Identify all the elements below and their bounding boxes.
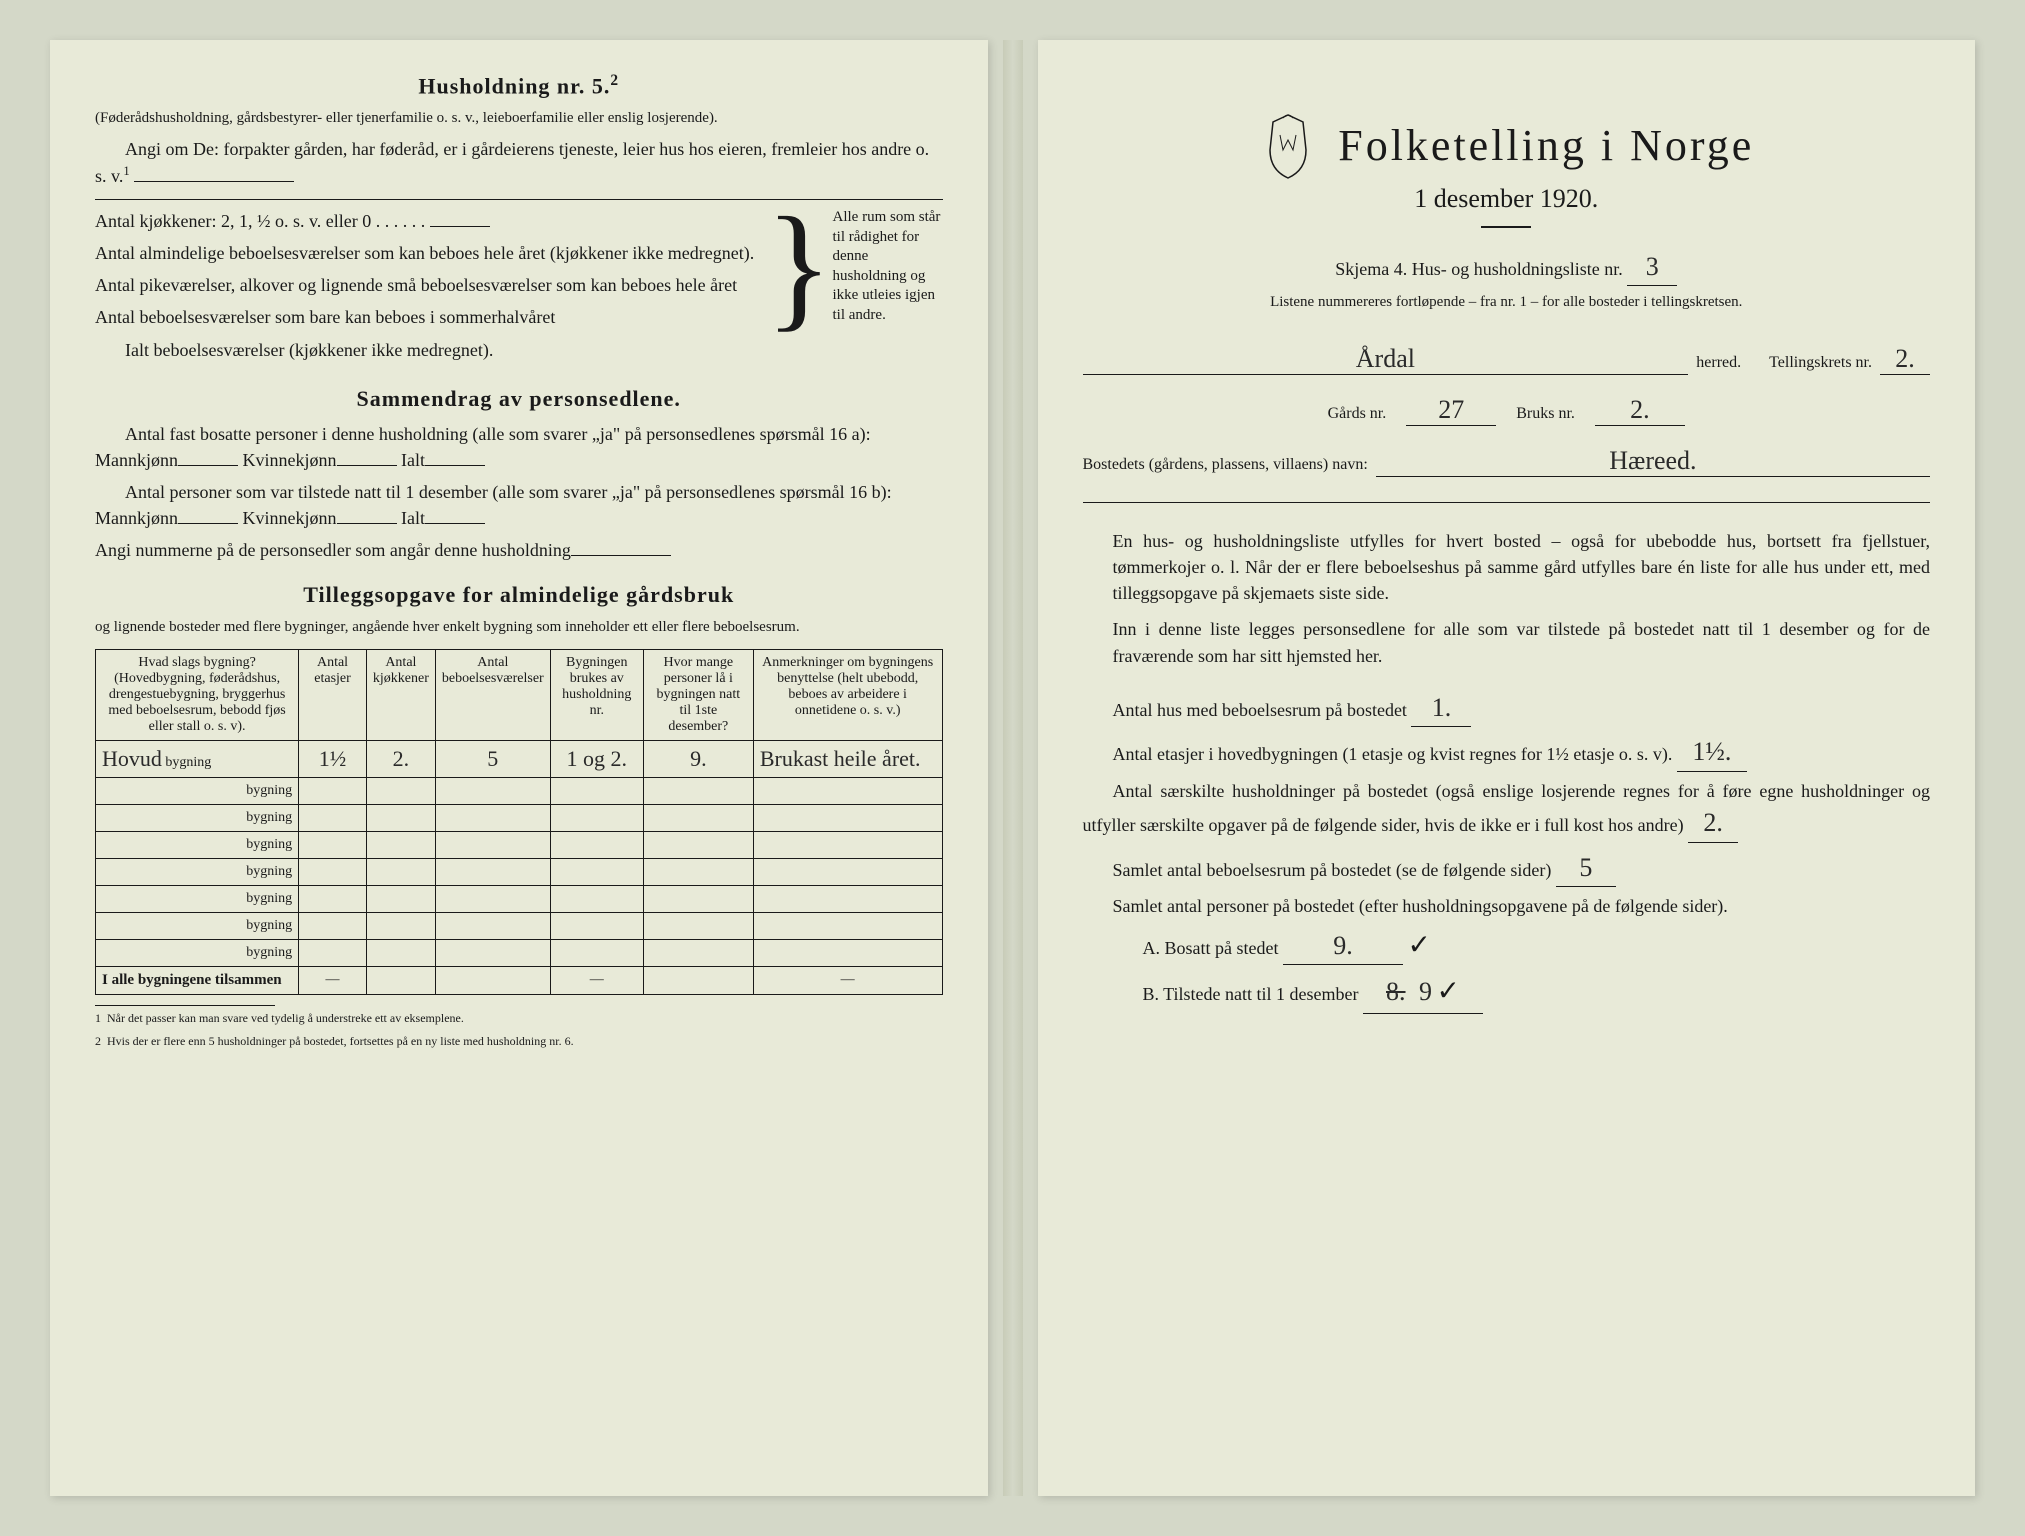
q4: Samlet antal beboelsesrum på bostedet (s… <box>1083 849 1931 888</box>
sammendrag-title: Sammendrag av personsedlene. <box>95 383 943 415</box>
qb: B. Tilstede natt til 1 desember 8. 9 ✓ <box>1083 972 1931 1014</box>
sidebox-text: Alle rum som står til rådighet for denne… <box>833 208 943 325</box>
sammendrag-2: Antal personer som var tilstede natt til… <box>95 479 943 531</box>
room-line-1: Antal almindelige beboelsesværelser som … <box>95 240 757 266</box>
tillegg-title: Tilleggsopgave for almindelige gårdsbruk <box>95 579 943 611</box>
table-footer-row: I alle bygningene tilsammen — — — <box>96 966 943 994</box>
building-table: Hvad slags bygning? (Hovedbygning, føder… <box>95 649 943 995</box>
th-5: Bygningen brukes av husholdning nr. <box>550 649 643 740</box>
kitchen-line: Antal kjøkkener: 2, 1, ½ o. s. v. eller … <box>95 208 757 234</box>
skjema-line: Skjema 4. Hus- og husholdningsliste nr. … <box>1083 248 1931 287</box>
table-row: bygning <box>96 885 943 912</box>
sammendrag-3: Angi nummerne på de personsedler som ang… <box>95 537 943 563</box>
brace-icon: } <box>765 211 832 323</box>
th-7: Anmerkninger om bygningens benyttelse (h… <box>753 649 942 740</box>
check-icon: ✓ <box>1407 930 1430 961</box>
q5: Samlet antal personer på bostedet (efter… <box>1083 893 1931 919</box>
bosted-line: Bostedets (gårdens, plassens, villaens) … <box>1083 446 1931 477</box>
table-row: bygning <box>96 858 943 885</box>
sub-title: 1 desember 1920. <box>1083 180 1931 218</box>
divider <box>1481 226 1531 228</box>
herred-line: Årdal herred. Tellingskrets nr. 2. <box>1083 344 1931 375</box>
left-page: Husholdning nr. 5.2 (Føderådshusholdning… <box>50 40 988 1496</box>
table-row: bygning <box>96 912 943 939</box>
qa: A. Bosatt på stedet 9. ✓ <box>1083 926 1931 967</box>
main-title: Folketelling i Norge <box>1338 120 1754 171</box>
th-6: Hvor mange personer lå i bygningen natt … <box>643 649 753 740</box>
para-1: En hus- og husholdningsliste utfylles fo… <box>1113 528 1931 606</box>
h5-desc: (Føderådshusholdning, gårdsbestyrer- ell… <box>95 108 943 130</box>
th-2: Antal etasjer <box>299 649 367 740</box>
book-spine <box>1003 40 1023 1496</box>
th-1: Hvad slags bygning? (Hovedbygning, føder… <box>96 649 299 740</box>
table-row: bygning <box>96 777 943 804</box>
tillegg-desc: og lignende bosteder med flere bygninger… <box>95 617 943 639</box>
listene: Listene nummereres fortløpende – fra nr.… <box>1083 292 1931 314</box>
h5-angi: Angi om De: forpakter gården, har føderå… <box>95 136 943 189</box>
para-2: Inn i denne liste legges personsedlene f… <box>1113 616 1931 668</box>
h5-title: Husholdning nr. 5.2 <box>95 70 943 102</box>
room-line-3: Antal beboelsesværelser som bare kan beb… <box>95 304 757 330</box>
sammendrag-1: Antal fast bosatte personer i denne hush… <box>95 421 943 473</box>
coat-of-arms-icon <box>1258 110 1318 180</box>
th-4: Antal beboelsesværelser <box>435 649 550 740</box>
footnote-2: 2 Hvis der er flere enn 5 husholdninger … <box>95 1033 943 1050</box>
table-row: Hovud bygning 1½ 2. 5 1 og 2. 9. Brukast… <box>96 740 943 777</box>
table-row: bygning <box>96 804 943 831</box>
th-3: Antal kjøkkener <box>366 649 435 740</box>
room-line-2: Antal pikeværelser, alkover og lignende … <box>95 272 757 298</box>
ialt-line: Ialt beboelsesværelser (kjøkkener ikke m… <box>125 337 757 363</box>
table-row: bygning <box>96 831 943 858</box>
q2: Antal etasjer i hovedbygningen (1 etasje… <box>1083 733 1931 772</box>
gards-line: Gårds nr. 27 Bruks nr. 2. <box>1083 395 1931 426</box>
table-row: bygning <box>96 939 943 966</box>
footnote-1: 1 Når det passer kan man svare ved tydel… <box>95 1010 943 1027</box>
right-page: Folketelling i Norge 1 desember 1920. Sk… <box>1038 40 1976 1496</box>
q1: Antal hus med beboelsesrum på bostedet 1… <box>1083 689 1931 728</box>
q3: Antal særskilte husholdninger på bostede… <box>1083 778 1931 843</box>
